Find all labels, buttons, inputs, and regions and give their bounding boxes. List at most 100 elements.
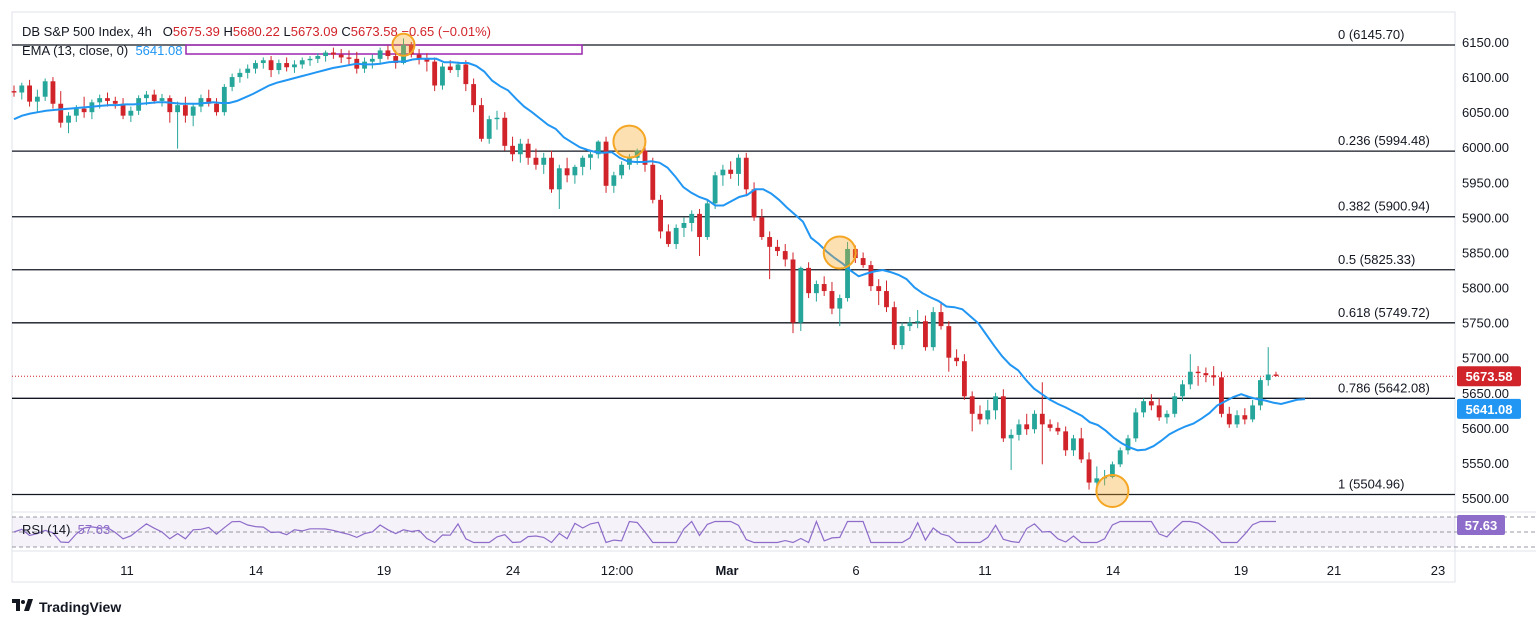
candle-body bbox=[946, 326, 952, 358]
candle-body bbox=[845, 248, 850, 299]
ema-path bbox=[13, 57, 1306, 452]
candle-body bbox=[292, 64, 297, 68]
candle-body bbox=[961, 361, 967, 397]
grid-lines bbox=[11, 11, 1536, 583]
candle-body bbox=[1133, 412, 1139, 439]
candle-body bbox=[393, 56, 399, 64]
candle-body bbox=[1164, 413, 1170, 418]
candle-body bbox=[938, 312, 944, 327]
candle-body bbox=[276, 63, 282, 71]
candle-body bbox=[728, 169, 734, 174]
candle-body bbox=[1219, 377, 1224, 414]
price-tick: 5650.00 bbox=[1462, 386, 1509, 401]
candle-body bbox=[494, 117, 500, 120]
fib-label: 0.236 (5994.48) bbox=[1338, 133, 1430, 148]
candle-body bbox=[19, 85, 25, 93]
time-tick: 6 bbox=[852, 563, 859, 578]
candle-body bbox=[1125, 438, 1131, 451]
candle-body bbox=[689, 213, 695, 223]
candle-body bbox=[751, 189, 757, 218]
candle-body bbox=[1156, 405, 1162, 418]
fib-label: 0.5 (5825.33) bbox=[1338, 252, 1415, 267]
rsi-tag-bg bbox=[1457, 515, 1505, 535]
candle-body bbox=[1172, 396, 1178, 414]
price-tick: 5600.00 bbox=[1462, 421, 1509, 436]
candle-body bbox=[1180, 384, 1185, 397]
candle-body bbox=[34, 96, 40, 102]
candle-body bbox=[821, 284, 827, 292]
candle-body bbox=[1195, 371, 1201, 374]
candle-body bbox=[829, 291, 835, 309]
candle-body bbox=[930, 312, 936, 348]
time-tick: 21 bbox=[1327, 563, 1341, 578]
candle-body bbox=[369, 58, 375, 62]
candle-body bbox=[588, 154, 593, 158]
candle-body bbox=[11, 91, 17, 93]
candle-body bbox=[533, 157, 539, 165]
candle-body bbox=[416, 54, 422, 59]
candle-body bbox=[782, 251, 788, 260]
candle-body bbox=[66, 115, 71, 123]
candle-body bbox=[1109, 464, 1115, 477]
candle-body bbox=[440, 66, 445, 86]
highlight-box bbox=[185, 44, 583, 55]
candle-body bbox=[424, 58, 430, 62]
highlight-circle bbox=[612, 124, 647, 159]
candle-body bbox=[899, 326, 905, 346]
price-tick: 6100.00 bbox=[1462, 70, 1509, 85]
candle-body bbox=[860, 258, 866, 266]
price-tick: 5800.00 bbox=[1462, 281, 1509, 296]
candle-body bbox=[985, 410, 991, 420]
fibonacci-levels: 0 (6145.70) 0.236 (5994.48) 0.382 (5900.94… bbox=[12, 27, 1455, 496]
close-label: C bbox=[341, 24, 351, 39]
ema-label: EMA (13, close, 0) bbox=[22, 43, 129, 58]
price-tick: 5900.00 bbox=[1462, 210, 1509, 225]
candle-body bbox=[1024, 424, 1030, 430]
symbol-title: DB S&P 500 Index, 4h bbox=[22, 24, 152, 39]
candle-body bbox=[120, 103, 126, 116]
candle-body bbox=[868, 265, 874, 287]
candle-body bbox=[517, 143, 523, 155]
candle-body bbox=[1000, 396, 1006, 439]
candle-body bbox=[478, 105, 484, 139]
candle-body bbox=[105, 98, 110, 101]
candle-body bbox=[237, 72, 243, 78]
time-tick: 14 bbox=[249, 563, 263, 578]
ema-legend[interactable]: EMA (13, close, 0) 5641.08 bbox=[22, 43, 182, 58]
candle-body bbox=[463, 64, 469, 85]
candle-body bbox=[27, 85, 32, 102]
candle-body bbox=[806, 267, 812, 294]
candle-body bbox=[969, 396, 975, 414]
change-value: −0.65 (−0.01%) bbox=[401, 24, 491, 39]
rsi-legend-value: 57.63 bbox=[77, 522, 111, 537]
candle-body bbox=[556, 168, 562, 190]
candle-body bbox=[1094, 478, 1100, 483]
ema-price-tag-bg bbox=[1457, 398, 1521, 419]
price-tick: 5500.00 bbox=[1462, 491, 1509, 506]
time-tick: 11 bbox=[978, 563, 992, 578]
candle-body bbox=[564, 168, 570, 176]
candle-body bbox=[167, 98, 173, 113]
tradingview-logo-text: TradingView bbox=[39, 598, 122, 615]
candle-body bbox=[595, 141, 601, 155]
candle-body bbox=[346, 57, 352, 59]
candle-body bbox=[206, 98, 212, 104]
candle-body bbox=[159, 98, 165, 101]
rsi-legend[interactable]: RSI (14) 57.63 bbox=[22, 522, 110, 537]
candle-body bbox=[1008, 434, 1014, 439]
low-value: 5673.09 bbox=[290, 24, 338, 39]
candle-body bbox=[915, 321, 921, 323]
candle-body bbox=[876, 286, 882, 292]
candle-body bbox=[658, 199, 663, 232]
candle-body bbox=[1078, 438, 1084, 460]
highlight-circle bbox=[1095, 473, 1130, 508]
tradingview-logo[interactable]: TradingView bbox=[12, 598, 121, 615]
price-tags: 5673.58 5641.08 57.63 bbox=[1457, 366, 1521, 535]
candle-body bbox=[634, 150, 640, 158]
fib-label: 1 (5504.96) bbox=[1338, 477, 1405, 492]
time-tick: 24 bbox=[506, 563, 520, 578]
candle-body bbox=[1016, 424, 1022, 435]
candle-body bbox=[330, 52, 336, 55]
price-tick: 5850.00 bbox=[1462, 245, 1509, 260]
